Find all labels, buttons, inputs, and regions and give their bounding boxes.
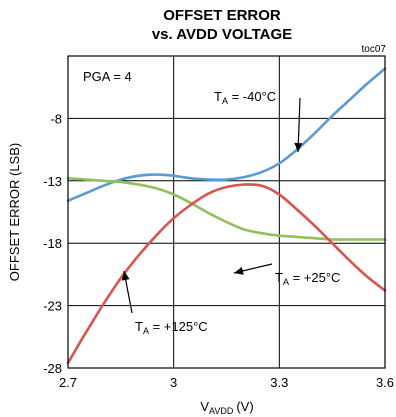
x-axis-label: VAVDD (V) xyxy=(200,399,253,416)
x-tick-label: 3.3 xyxy=(270,375,288,390)
series-labels: TA = -40°CTA = +25°CTA = +125°C xyxy=(121,89,340,336)
series-label-sub: A xyxy=(222,96,228,106)
series-line-0 xyxy=(66,67,387,203)
series-label-2: TA = +125°C xyxy=(135,319,208,336)
arrow-head-2 xyxy=(121,271,130,281)
arrow-line-0 xyxy=(297,97,301,153)
series-label-main: T xyxy=(214,89,222,104)
series-label-sub: A xyxy=(143,326,149,336)
series-label-main: T xyxy=(135,319,143,334)
series-label-rest: = +25°C xyxy=(289,270,340,285)
series-label-sub: A xyxy=(283,277,289,287)
chart-title: OFFSET ERROR xyxy=(163,7,281,24)
series-lines xyxy=(66,67,387,365)
series-label-main: T xyxy=(275,270,283,285)
tick-labels: 2.7 3 3.3 3.6 -28 -23 -18 -13 -8 xyxy=(43,111,394,390)
series-label-rest: = +125°C xyxy=(149,319,208,334)
arrow-head-1 xyxy=(234,267,244,275)
series-line-2 xyxy=(66,183,387,365)
x-axis-label-unit: (V) xyxy=(236,399,253,414)
arrow-head-0 xyxy=(294,142,303,152)
pga-annotation: PGA = 4 xyxy=(83,69,132,84)
series-label-0: TA = -40°C xyxy=(214,89,276,106)
y-tick-label: -18 xyxy=(43,236,62,251)
series-line-1 xyxy=(66,177,387,241)
x-tick-label: 3.6 xyxy=(376,375,394,390)
series-label-rest: = -40°C xyxy=(228,89,276,104)
y-axis-label: OFFSET ERROR (LSB) xyxy=(7,143,22,281)
x-axis-label-main: V xyxy=(200,399,209,414)
series-label-1: TA = +25°C xyxy=(275,270,340,287)
figure-tag: toc07 xyxy=(362,44,387,55)
y-tick-label: -13 xyxy=(43,174,62,189)
x-axis-label-sub: AVDD xyxy=(209,406,234,416)
x-tick-label: 3 xyxy=(170,375,177,390)
chart-subtitle: vs. AVDD VOLTAGE xyxy=(152,26,292,43)
y-tick-label: -23 xyxy=(43,299,62,314)
x-tick-label: 2.7 xyxy=(59,375,77,390)
plot-frame xyxy=(67,55,386,369)
y-tick-label: -8 xyxy=(50,111,62,126)
y-tick-label: -28 xyxy=(43,361,62,376)
